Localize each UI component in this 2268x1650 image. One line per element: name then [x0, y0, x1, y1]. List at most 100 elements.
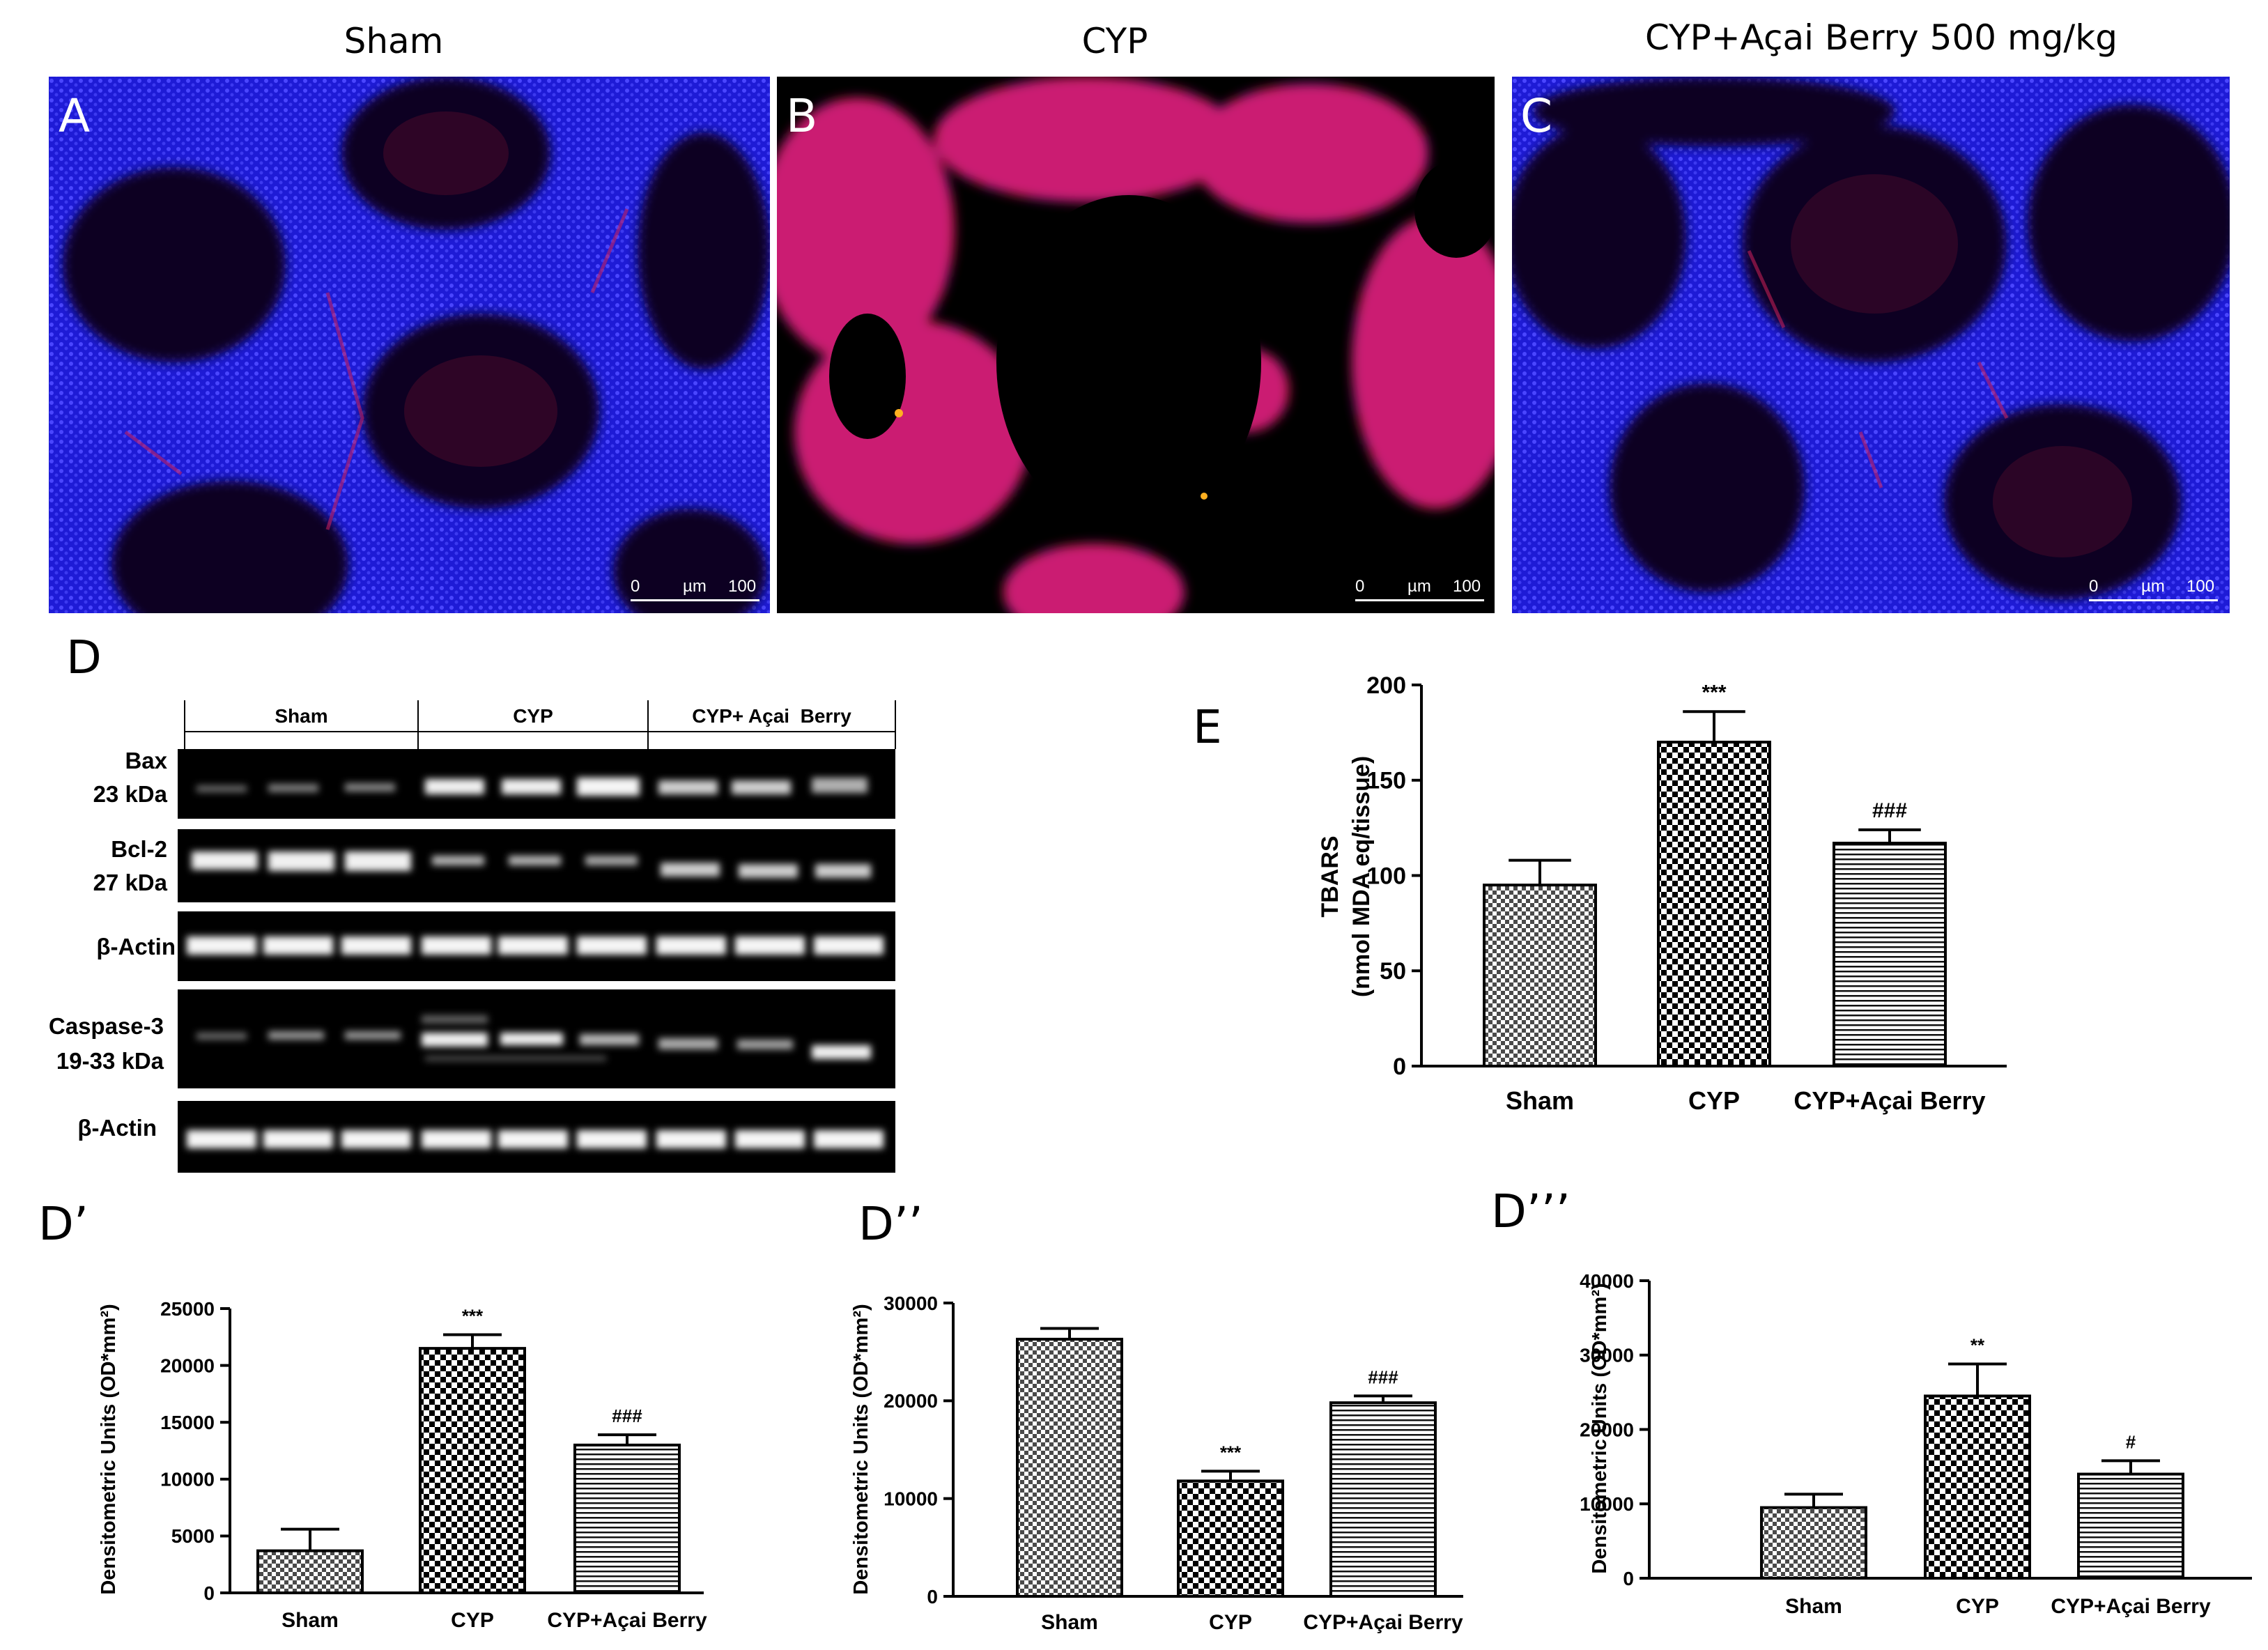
bar: [1483, 884, 1597, 1068]
blot-group-header: [184, 700, 896, 749]
chart-2: 0 10000 20000 30000 Densitometric Units (OD*…: [850, 1293, 1463, 1634]
blot-bands: [187, 778, 884, 1148]
y-tick-label: 20000: [160, 1355, 215, 1376]
y-tick-label: 10000: [160, 1469, 215, 1490]
significance-label: ###: [1368, 1366, 1398, 1387]
bar: [1177, 1479, 1284, 1598]
y-tick-label: 0: [1623, 1568, 1634, 1589]
bar: [2077, 1472, 2184, 1580]
micrograph-c: [1512, 77, 2230, 613]
y-tick-label: 10000: [884, 1488, 938, 1509]
y-tick-label: 30000: [884, 1293, 938, 1314]
bar: [1833, 842, 1947, 1067]
micrograph-a: [49, 77, 770, 613]
scale-unit: µm: [683, 577, 707, 596]
significance-label: ***: [462, 1306, 484, 1327]
panel-d-letter: D: [66, 631, 102, 684]
micrograph-b-letter: B: [786, 89, 818, 143]
band-label-actin-1: β-Actin: [96, 934, 176, 959]
band-label-line: 23 kDa: [93, 781, 167, 807]
category-label: Sham: [1041, 1611, 1098, 1634]
y-tick-label: 40000: [1580, 1270, 1634, 1292]
y-tick-label: 25000: [160, 1298, 215, 1320]
y-tick-label: 5000: [171, 1525, 215, 1547]
scale-bar-b: 0 µm 100: [1355, 577, 1488, 605]
band-label-line: Bax: [125, 748, 167, 773]
scale-line: [631, 599, 759, 601]
scale-line: [1355, 599, 1484, 601]
y-tick-label: 10000: [1580, 1493, 1634, 1515]
y-tick-label: 20000: [884, 1390, 938, 1412]
category-label: CYP+Açai Berry: [1793, 1086, 1985, 1115]
bar: [1016, 1337, 1123, 1598]
y-tick-label: 100: [1366, 863, 1406, 889]
bar: [573, 1443, 681, 1595]
panel-d3-letter: D’’’: [1491, 1185, 1571, 1238]
scale-max: 100: [1453, 577, 1481, 596]
significance-label: ###: [1872, 799, 1907, 822]
scale-bar-a: 0 µm 100: [631, 577, 763, 605]
significance-label: ***: [1702, 681, 1726, 704]
micrograph-c-letter: C: [1520, 89, 1553, 143]
band-label-bax: Bax 23 kDa: [0, 744, 167, 811]
bar: [1657, 741, 1771, 1068]
scale-min: 0: [2089, 577, 2099, 596]
panel-e-letter: E: [1193, 700, 1222, 754]
scale-unit: µm: [1407, 577, 1431, 596]
significance-label: #: [2126, 1431, 2136, 1452]
panel-d1-letter: D’: [38, 1197, 88, 1251]
category-label: CYP+Açai Berry: [2051, 1595, 2211, 1618]
micrograph-a-letter: A: [59, 89, 91, 143]
scale-bar-c: 0 µm 100: [2089, 577, 2221, 605]
category-label: CYP+Açai Berry: [1303, 1611, 1463, 1634]
y-tick-label: 30000: [1580, 1345, 1634, 1366]
bar: [419, 1347, 526, 1594]
chart-0: 0 50 100 150 200 TBARS (nmol MDA eq/tissue) Sha…: [1317, 672, 2007, 1115]
category-label: CYP: [451, 1609, 494, 1632]
y-axis-label: (nmol MDA eq/tissue): [1348, 756, 1375, 997]
y-tick-label: 0: [927, 1586, 938, 1607]
bar: [1329, 1401, 1437, 1598]
category-label: CYP: [1209, 1611, 1252, 1634]
scale-unit: µm: [2141, 577, 2165, 596]
category-label: Sham: [281, 1609, 339, 1632]
band-label-line: 19-33 kDa: [56, 1048, 164, 1074]
band-label-bcl2: Bcl-2 27 kDa: [0, 833, 167, 900]
scale-min: 0: [631, 577, 640, 596]
y-tick-label: 0: [203, 1582, 215, 1604]
panel-d2-letter: D’’: [858, 1197, 923, 1251]
y-axis-label: TBARS: [1317, 835, 1343, 917]
panel-c-title: CYP+Açai Berry 500 mg/kg: [1645, 17, 2117, 58]
band-label-line: 27 kDa: [93, 870, 167, 895]
y-tick-label: 150: [1366, 768, 1406, 794]
category-label: CYP+Açai Berry: [547, 1609, 707, 1632]
scale-min: 0: [1355, 577, 1365, 596]
y-tick-label: 0: [1393, 1054, 1406, 1080]
blot-group-sham: Sham: [275, 705, 328, 727]
scale-max: 100: [2186, 577, 2215, 596]
bar: [256, 1549, 364, 1594]
y-tick-label: 200: [1366, 672, 1406, 699]
category-label: CYP: [1956, 1595, 1999, 1618]
y-axis-label: Densitometric Units (OD*mm²): [98, 1304, 120, 1594]
band-label-actin-2: β-Actin: [77, 1115, 157, 1141]
y-tick-label: 20000: [1580, 1419, 1634, 1440]
micrograph-b: [777, 77, 1495, 613]
band-label-line: Caspase-3: [48, 1013, 164, 1039]
y-axis-label: Densitometric Units (OD*mm²): [850, 1304, 872, 1594]
y-tick-label: 50: [1380, 958, 1406, 985]
significance-label: ***: [1220, 1442, 1242, 1463]
y-axis-label: Densitometric Units (OD*mm²): [1589, 1283, 1611, 1573]
category-label: Sham: [1785, 1595, 1842, 1618]
blot-group-cyp: CYP: [513, 705, 553, 727]
chart-1: 0 5000 10000 15000 20000 25000 Densitometric U…: [98, 1298, 707, 1632]
band-label-caspase3: Caspase-3 19-33 kDa: [0, 1009, 164, 1079]
scale-max: 100: [728, 577, 757, 596]
significance-label: **: [1970, 1335, 1985, 1356]
y-tick-label: 15000: [160, 1412, 215, 1433]
panel-a-title: Sham: [344, 21, 444, 61]
